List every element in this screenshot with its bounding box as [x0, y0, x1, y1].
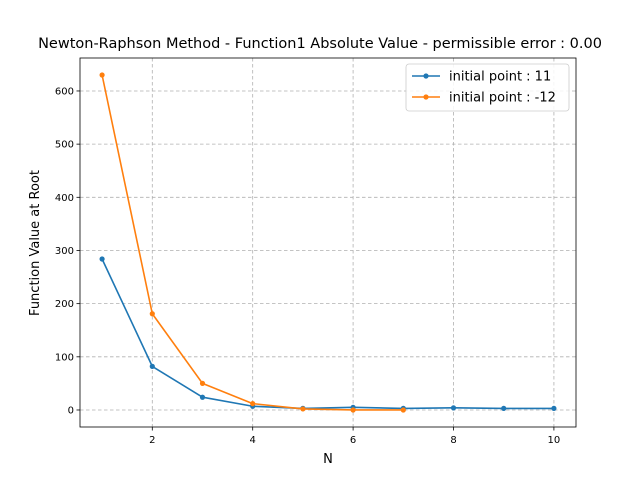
legend-item: initial point : 11	[412, 70, 551, 85]
legend-box	[405, 63, 570, 112]
data-point	[99, 256, 105, 262]
series-2	[99, 72, 406, 413]
grid	[80, 58, 576, 427]
x-tick-label: 2	[149, 435, 155, 446]
data-point	[450, 405, 457, 411]
legend-marker	[423, 73, 429, 79]
data-point	[149, 311, 155, 317]
x-tick-label: 4	[250, 435, 256, 446]
y-tick-label: 200	[55, 299, 74, 310]
data-point	[551, 405, 557, 411]
data-point	[99, 72, 105, 78]
x-axis-label: N	[323, 452, 333, 467]
y-tick-label: 100	[55, 352, 74, 363]
series-layer	[99, 72, 557, 413]
chart-title: Newton-Raphson Method - Function1 Absolu…	[38, 36, 602, 52]
y-tick-label: 0	[68, 405, 74, 416]
data-point	[400, 407, 406, 413]
plot-area-frame	[79, 57, 577, 428]
data-point	[199, 394, 206, 400]
legend-item: initial point : -12	[412, 91, 556, 106]
data-point	[250, 401, 256, 407]
x-tick-label: 6	[350, 435, 356, 446]
y-tick-label: 500	[55, 140, 74, 151]
x-tick-label: 10	[548, 435, 561, 446]
data-point	[350, 407, 356, 413]
data-point	[501, 405, 507, 411]
legend-label: initial point : -12	[449, 91, 556, 106]
legend-marker	[423, 94, 429, 100]
data-point	[199, 380, 206, 387]
series-1	[99, 256, 557, 411]
x-tick-label: 8	[450, 435, 456, 446]
data-point	[300, 406, 306, 412]
y-tick-label: 300	[55, 246, 74, 257]
y-axis-label: Function Value at Root	[28, 170, 43, 316]
y-tick-label: 400	[55, 193, 74, 204]
series-line	[101, 258, 554, 410]
legend-label: initial point : 11	[449, 70, 551, 85]
data-point	[149, 363, 155, 369]
legend: initial point : 11 initial point : -12	[405, 63, 570, 112]
y-tick-label: 600	[55, 86, 74, 97]
